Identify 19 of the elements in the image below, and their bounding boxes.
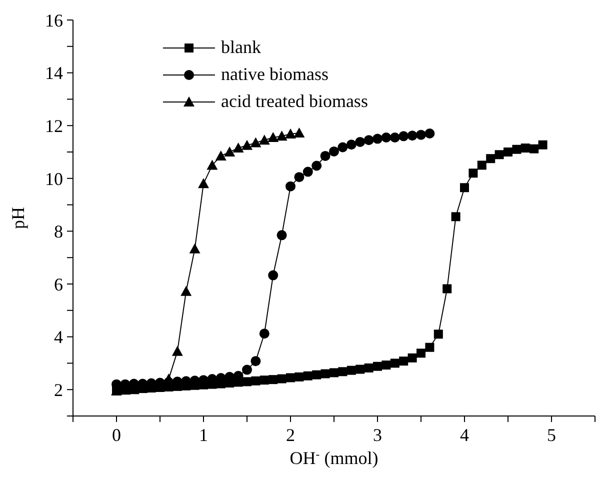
x-tick-label: 3 (373, 424, 382, 445)
legend-label: blank (221, 36, 261, 59)
y-tick-label: 14 (45, 63, 63, 84)
y-tick-label: 6 (54, 274, 63, 294)
y-tick-label: 8 (54, 222, 63, 242)
x-tick-label: 2 (286, 424, 295, 445)
x-axis-title: OH$^{-}$ (mmol) (290, 448, 378, 468)
y-tick-label: 12 (45, 116, 63, 136)
x-tick-label: 1 (199, 424, 208, 445)
y-tick-label: 4 (54, 327, 63, 348)
y-tick-label: 10 (45, 168, 63, 189)
x-tick-label: 5 (547, 424, 556, 445)
legend-label: native biomass (221, 63, 328, 86)
y-axis-title: pH (8, 207, 28, 229)
x-tick-label: 4 (460, 424, 469, 445)
y-tick-label: 2 (54, 380, 63, 400)
x-tick-label: 0 (112, 424, 121, 445)
y-tick-label: 16 (45, 10, 63, 30)
legend-label: acid treated biomass (221, 90, 368, 113)
